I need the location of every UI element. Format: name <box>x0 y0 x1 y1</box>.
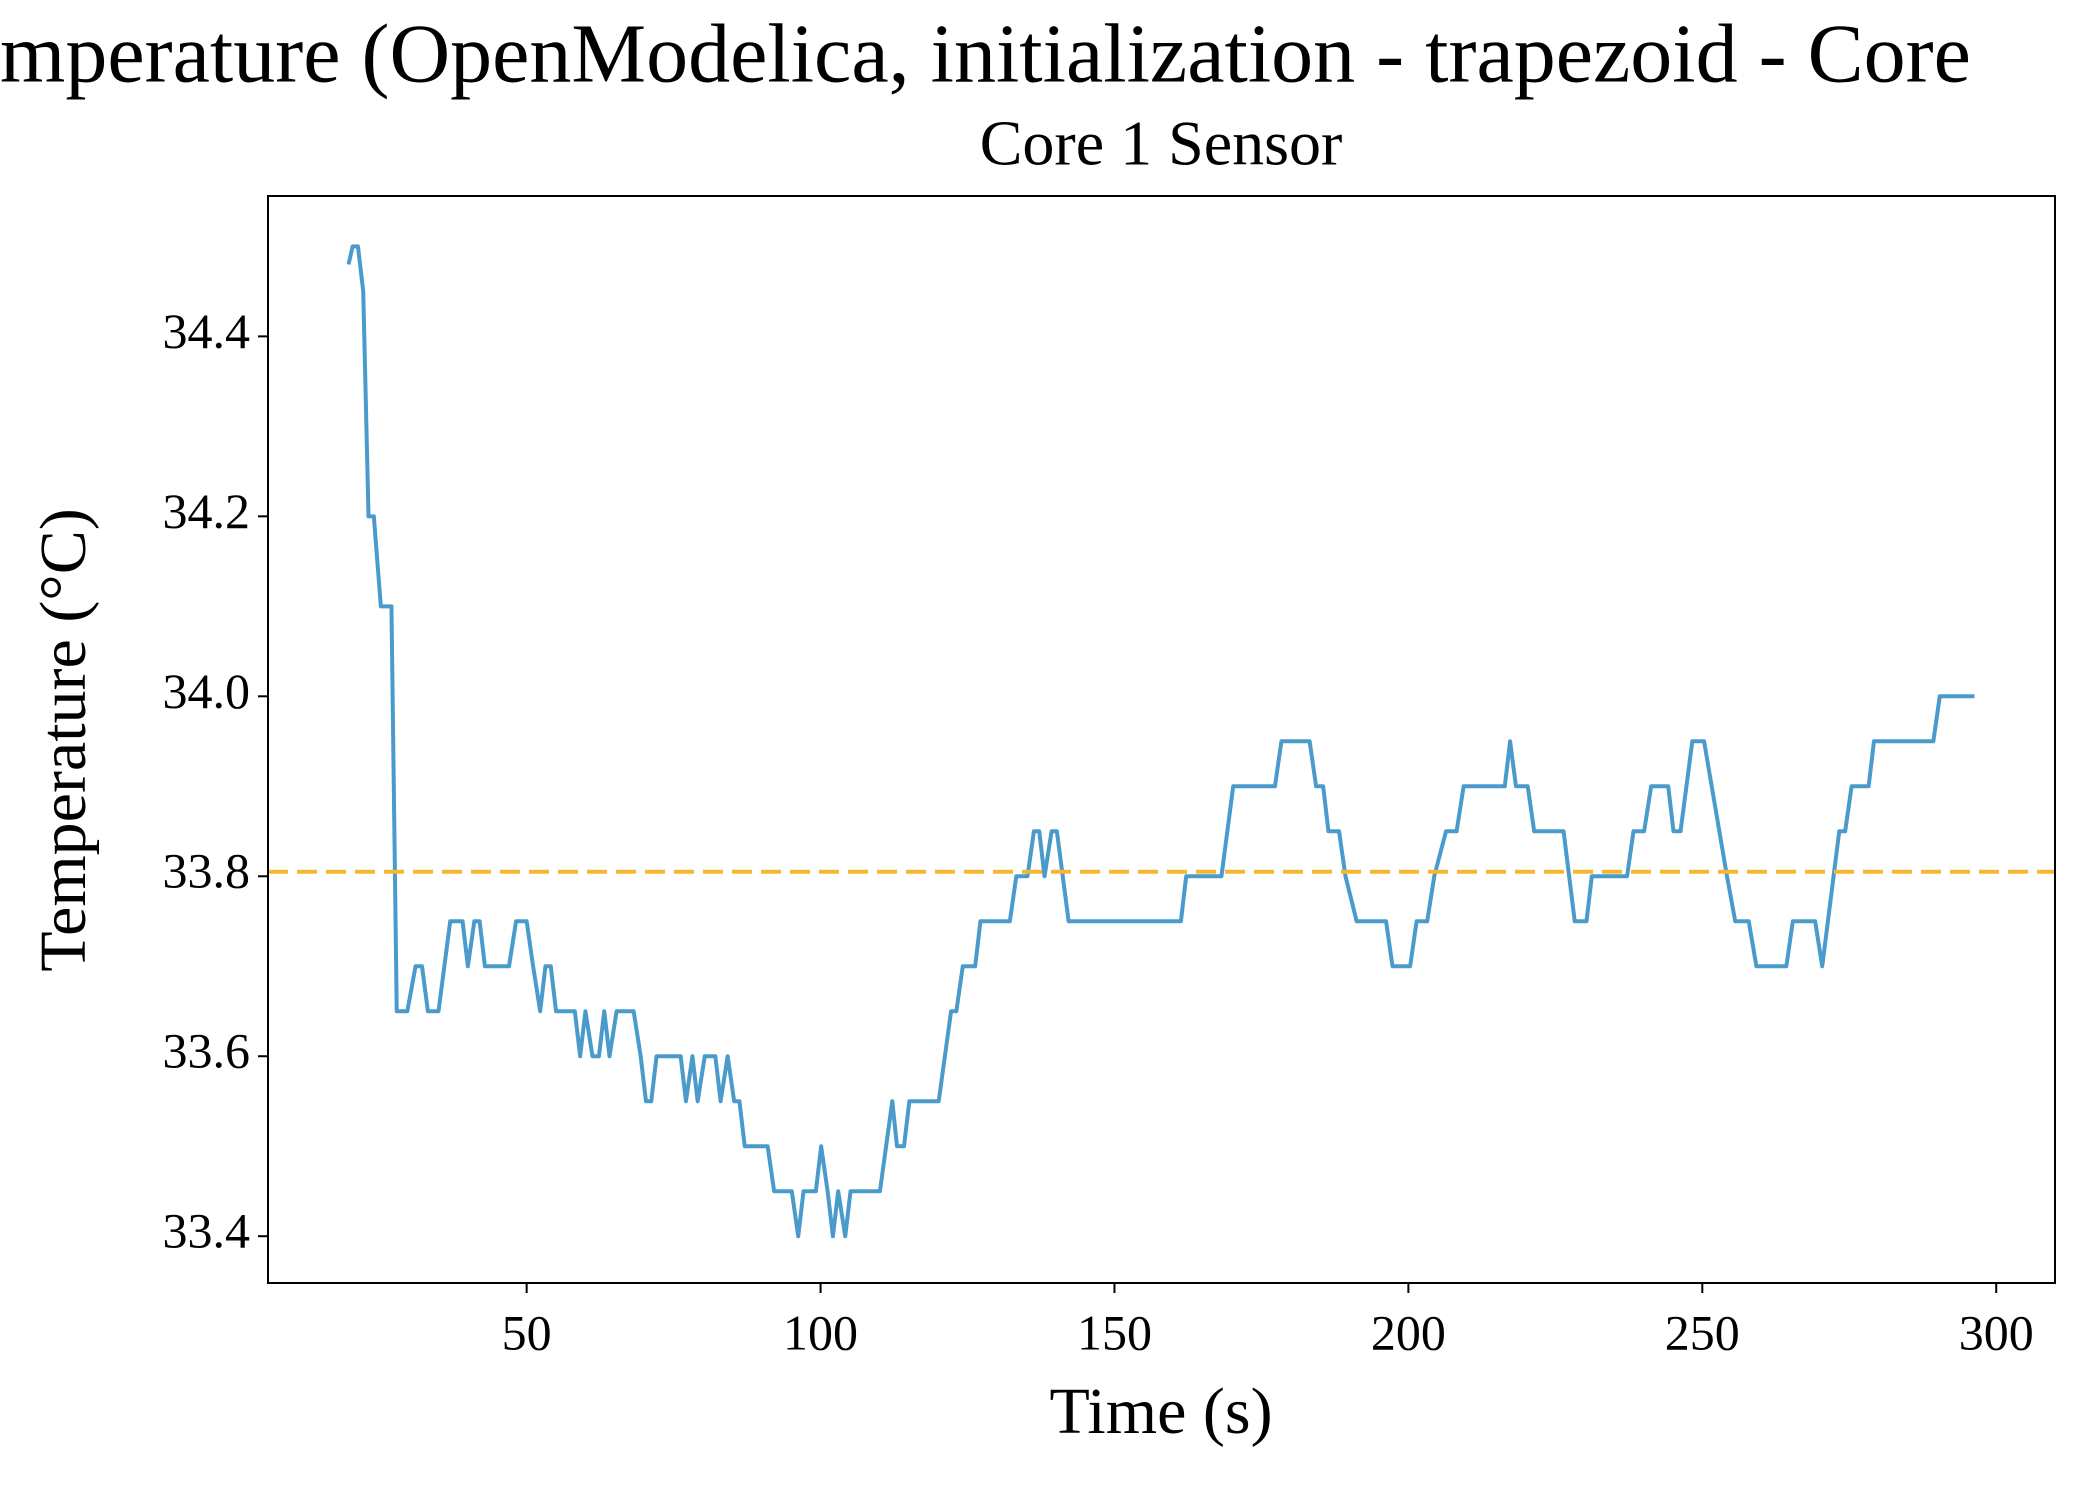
y-tick-label: 33.6 <box>163 1023 251 1079</box>
x-tick-label: 200 <box>1371 1304 1446 1360</box>
plot-frame <box>267 195 2056 1284</box>
x-tick-label: 250 <box>1665 1304 1740 1360</box>
x-tick-label: 50 <box>502 1304 552 1360</box>
y-tick-label: 34.4 <box>163 303 251 359</box>
y-tick-label: 33.8 <box>163 843 251 899</box>
chart-subtitle: Core 1 Sensor <box>980 108 1343 179</box>
x-tick-label: 300 <box>1959 1304 2034 1360</box>
y-tick-label: 33.4 <box>163 1203 251 1259</box>
x-tick-label: 150 <box>1077 1304 1152 1360</box>
x-axis-label: Time (s) <box>1049 1375 1272 1448</box>
y-tick-label: 34.2 <box>163 483 251 539</box>
y-tick-label: 34.0 <box>163 663 251 719</box>
y-axis-label: Temperature (°C) <box>27 508 100 971</box>
x-tick-label: 100 <box>783 1304 858 1360</box>
data-line <box>346 244 1975 1239</box>
chart-title: mperature (OpenModelica, initialization … <box>0 7 1971 100</box>
